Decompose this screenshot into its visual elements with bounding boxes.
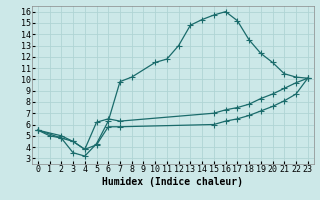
X-axis label: Humidex (Indice chaleur): Humidex (Indice chaleur)	[102, 177, 243, 187]
